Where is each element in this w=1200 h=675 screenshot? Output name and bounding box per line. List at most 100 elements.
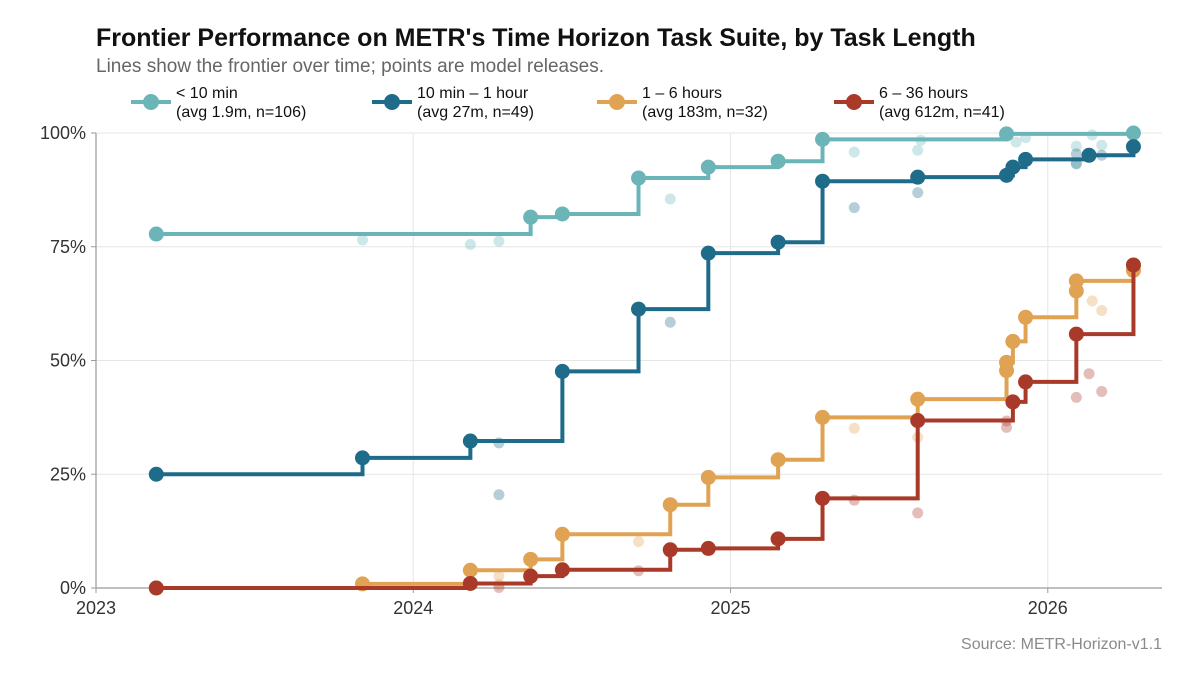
series-2-frontier-line [156, 270, 1136, 590]
frontier-point [148, 226, 164, 242]
frontier-point [1005, 394, 1021, 410]
frontier-point [148, 580, 164, 596]
frontier-point [523, 568, 539, 584]
legend-detail: (avg 612m, n=41) [879, 104, 1005, 121]
frontier-point [910, 391, 926, 407]
legend-detail: (avg 183m, n=32) [642, 104, 768, 121]
legend-detail: (avg 27m, n=49) [417, 104, 534, 121]
frontier-point [1018, 374, 1034, 390]
y-tick-label: 0% [60, 578, 86, 598]
frontier-point [770, 531, 786, 547]
frontier-point [815, 131, 831, 147]
legend-detail: (avg 1.9m, n=106) [176, 104, 307, 121]
frontier-point [662, 497, 678, 513]
release-point [1010, 136, 1022, 148]
frontier-point [523, 209, 539, 225]
series-0-release-points [357, 128, 1139, 250]
frontier-point [700, 469, 716, 485]
frontier-point [910, 413, 926, 429]
legend-label: 6 – 36 hours [879, 85, 968, 102]
chart-subtitle: Lines show the frontier over time; point… [96, 56, 604, 77]
release-point [493, 489, 505, 501]
frontier-point [770, 234, 786, 250]
release-point [633, 536, 645, 548]
release-point [464, 238, 476, 250]
release-point [912, 187, 924, 199]
frontier-point [662, 542, 678, 558]
frontier-point [462, 562, 478, 578]
release-point [848, 202, 860, 214]
release-point [1096, 385, 1108, 397]
frontier-point [1005, 333, 1021, 349]
frontier-point [554, 206, 570, 222]
y-tick-label: 100% [40, 123, 86, 143]
frontier-point [770, 153, 786, 169]
legend-label: 1 – 6 hours [642, 85, 723, 102]
frontier-point [1018, 151, 1034, 167]
release-point [1096, 139, 1108, 151]
series-1-release-points [493, 148, 1108, 501]
release-point [848, 422, 860, 434]
series-3-frontier-points [148, 257, 1141, 596]
release-point [664, 316, 676, 328]
frontier-point [700, 159, 716, 175]
release-point [1070, 148, 1082, 160]
release-point [1086, 295, 1098, 307]
frontier-point [462, 433, 478, 449]
release-point [1001, 421, 1013, 433]
frontier-point [462, 575, 478, 591]
series-3-frontier-line [156, 264, 1136, 590]
frontier-point [1081, 147, 1097, 163]
y-tick-label: 50% [50, 351, 86, 371]
y-tick-label: 75% [50, 237, 86, 257]
release-point [1070, 391, 1082, 403]
frontier-point [148, 466, 164, 482]
x-tick-label: 2026 [1028, 598, 1068, 618]
y-tick-label: 25% [50, 464, 86, 484]
frontier-point [554, 526, 570, 542]
legend-label: 10 min – 1 hour [417, 85, 529, 102]
series-0-frontier-line [156, 131, 1136, 237]
release-point [848, 146, 860, 158]
x-tick-label: 2025 [711, 598, 751, 618]
legend-swatch-6-36-hours [834, 94, 874, 110]
frontier-point [355, 450, 370, 466]
chart-title: Frontier Performance on METR's Time Hori… [96, 24, 976, 52]
source-note: Source: METR-Horizon-v1.1 [961, 636, 1162, 653]
frontier-point [1068, 326, 1084, 342]
frontier-point [700, 540, 716, 556]
frontier-point [999, 126, 1015, 142]
frontier-point [999, 354, 1015, 370]
series-1-frontier-points [148, 139, 1141, 482]
release-point [912, 507, 924, 519]
frontier-point [815, 490, 831, 506]
frontier-point [554, 562, 570, 578]
frontier-point [700, 245, 716, 261]
release-point [664, 193, 676, 205]
frontier-point [631, 170, 647, 186]
frontier-point [815, 409, 831, 425]
frontier-point [1125, 257, 1141, 273]
frontier-point [631, 301, 647, 317]
frontier-point [1068, 273, 1084, 289]
frontier-point [815, 173, 831, 189]
frontier-point [1125, 125, 1141, 141]
release-point [912, 144, 924, 156]
frontier-point [910, 169, 926, 185]
legend-label: < 10 min [176, 85, 238, 102]
release-point [357, 234, 368, 246]
release-point [493, 570, 505, 582]
legend-swatch-under-10-min [131, 94, 171, 110]
release-point [493, 235, 505, 247]
release-point [1070, 140, 1082, 152]
frontier-point [1018, 309, 1034, 325]
frontier-point [523, 551, 539, 567]
release-point [1083, 368, 1095, 380]
series-0-frontier-points [148, 125, 1141, 242]
frontier-point [554, 363, 570, 379]
legend-swatch-1-6-hours [597, 94, 637, 110]
legend-swatch-10-min-1-hour [372, 94, 412, 110]
release-point [1096, 304, 1108, 316]
frontier-point [1125, 139, 1141, 155]
